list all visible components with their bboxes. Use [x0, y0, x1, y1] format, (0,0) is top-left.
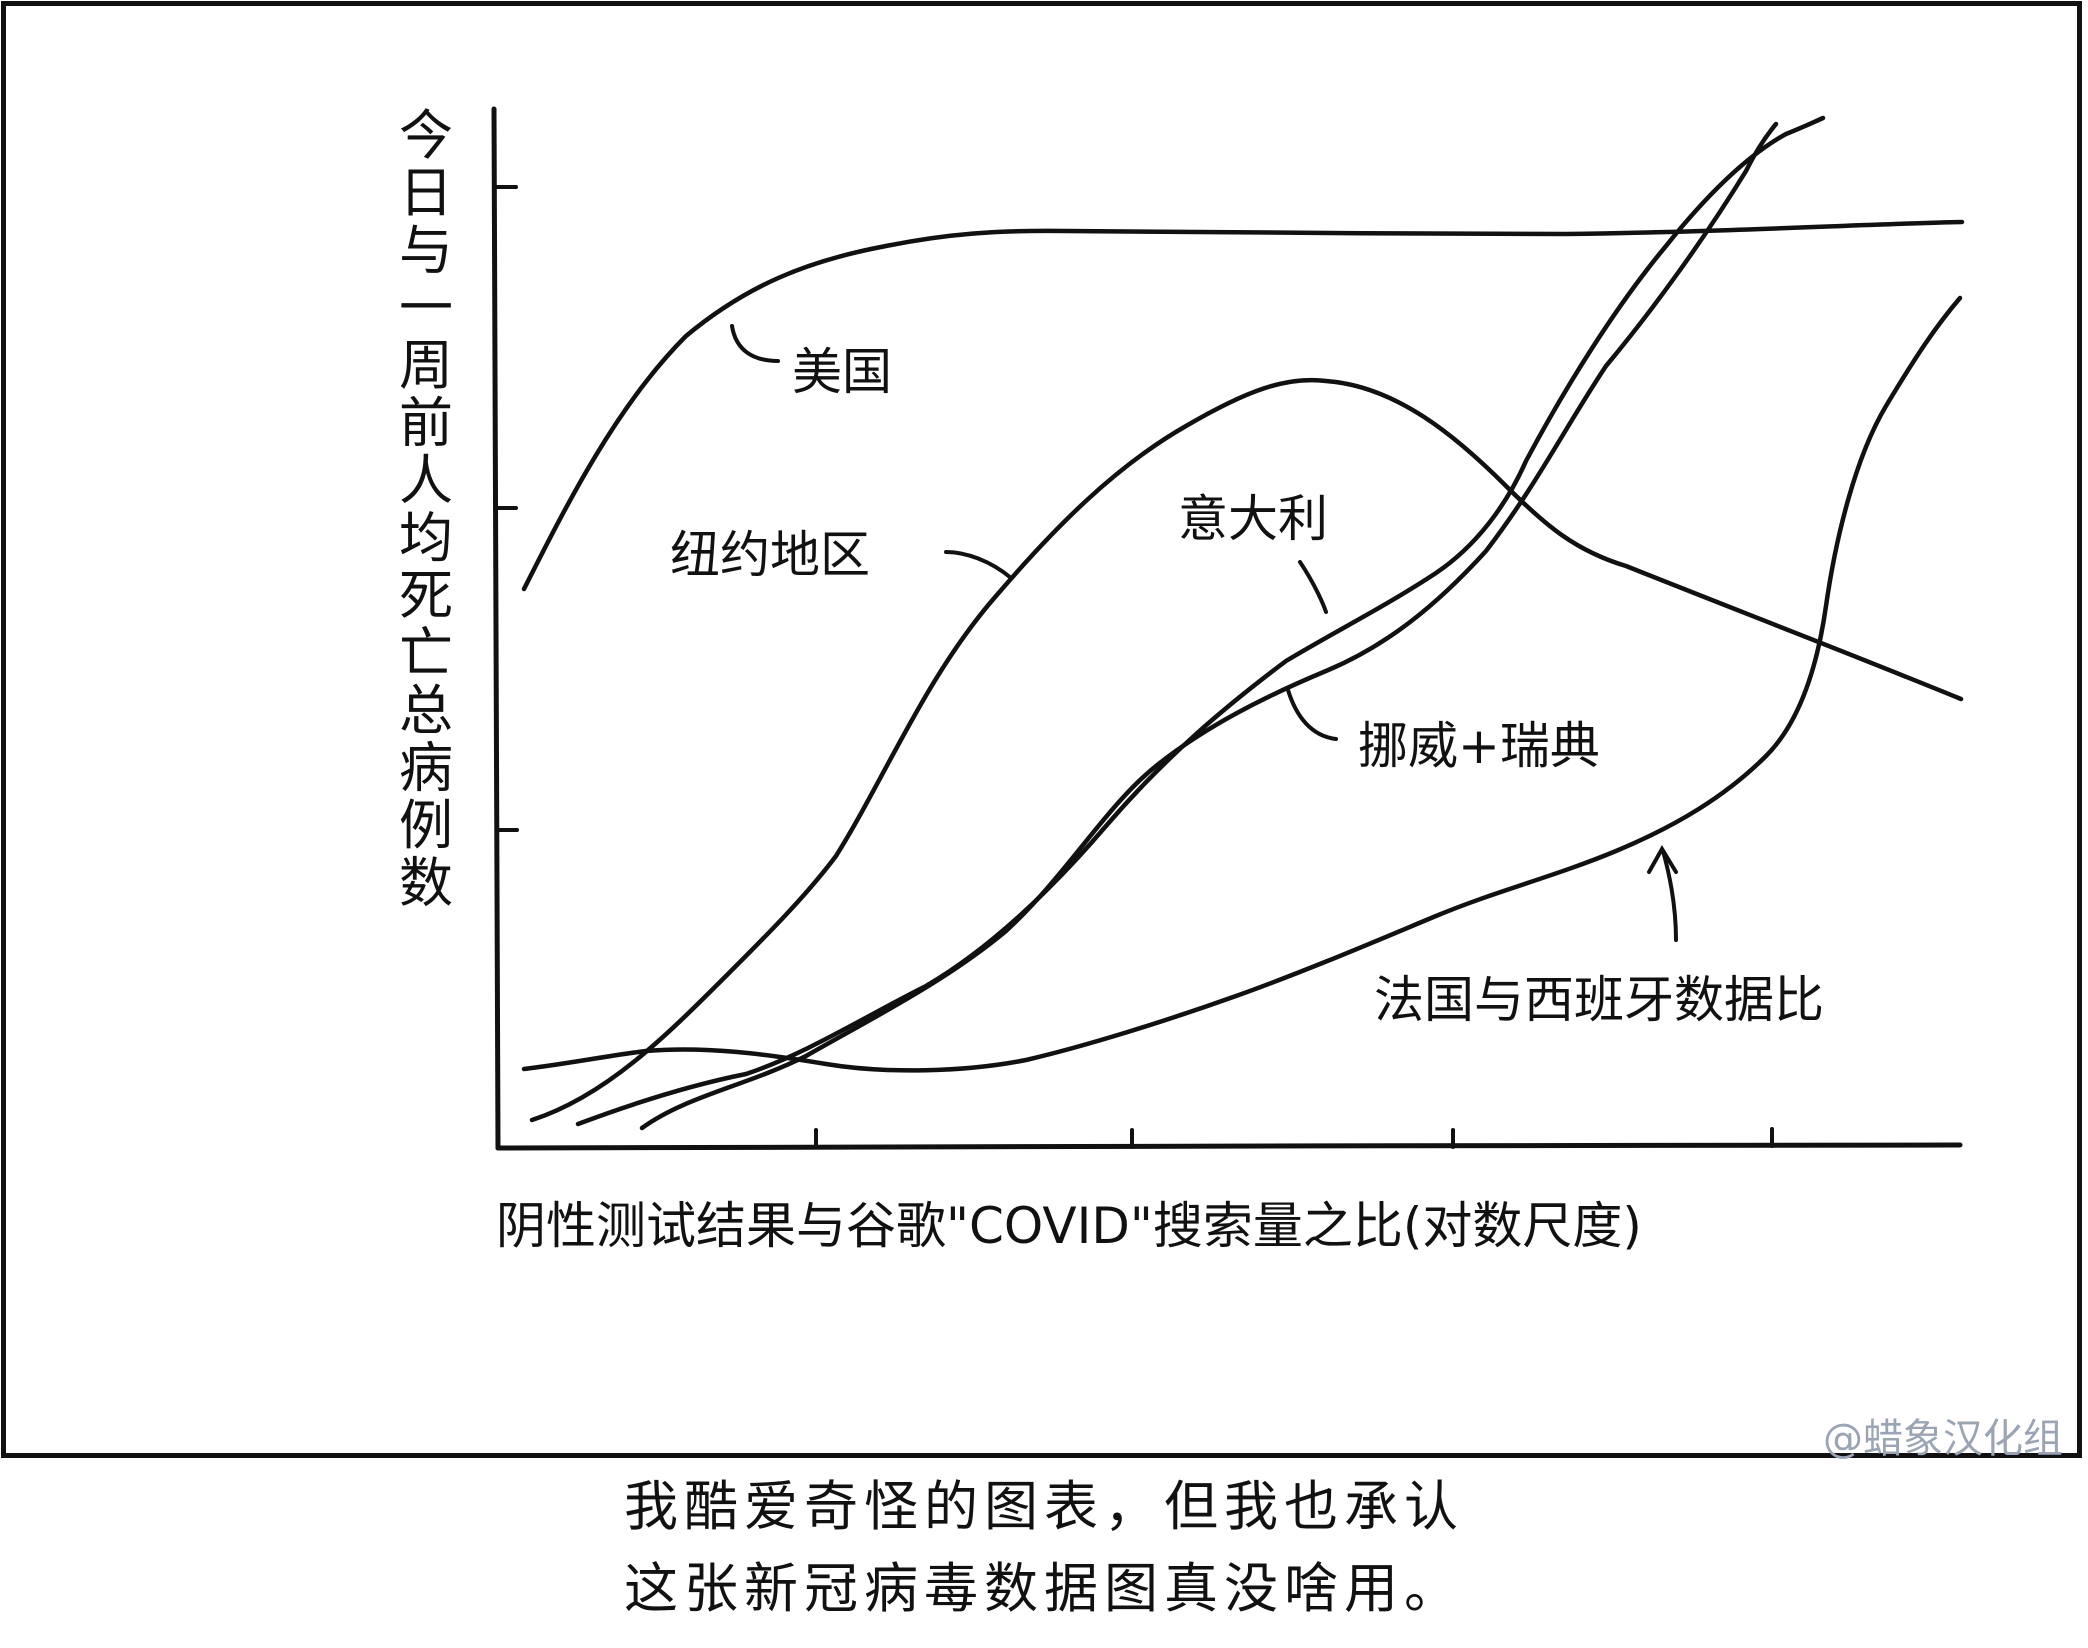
series-line-france-spain [521, 295, 1963, 1073]
caption-line-1: 我酷爱奇怪的图表，但我也承认 [624, 1475, 1464, 1538]
y-axis-label-char: 亡 [399, 622, 453, 685]
series-line-usa [521, 219, 1965, 592]
leader-norway-sweden [1286, 688, 1338, 741]
comic-caption: 我酷爱奇怪的图表，但我也承认 这张新冠病毒数据图真没啥用。 [0, 1466, 2088, 1630]
x-axis [495, 1142, 1963, 1151]
y-axis-label-char: 总 [399, 679, 453, 742]
caption-line-2: 这张新冠病毒数据图真没啥用。 [624, 1557, 1464, 1620]
leader-nyc [944, 550, 1013, 580]
series-line-nyc [529, 377, 1964, 1123]
series-label-italy: 意大利 [1178, 490, 1328, 548]
y-axis-label-char: 人 [399, 449, 453, 512]
y-axis-label-char: 死 [399, 564, 453, 627]
y-axis-label: 今日与一周前人均死亡总病例数 [399, 104, 453, 915]
y-axis-label-char: 周 [399, 334, 453, 397]
x-axis-label: 阴性测试结果与谷歌"COVID"搜索量之比(对数尺度) [496, 1197, 1642, 1255]
y-axis-label-char: 今 [399, 104, 453, 167]
comic-panel: 今日与一周前人均死亡总病例数 阴性测试结果与谷歌"COVID"搜索量之比(对数尺… [1, 1, 2082, 1462]
series-line-norway-sweden [575, 115, 1826, 1127]
y-axis-label-char: 数 [399, 852, 453, 915]
series-line-italy [639, 121, 1779, 1131]
leader-france-spain [1661, 849, 1678, 942]
series-label-usa: 美国 [792, 343, 892, 401]
series-label-nyc: 纽约地区 [670, 526, 870, 584]
arrowhead-france-spain [1647, 845, 1678, 874]
series-label-norway-sweden: 挪威+瑞典 [1358, 717, 1600, 775]
y-axis-label-char: 与 [399, 219, 453, 282]
y-axis-label-char: 均 [399, 507, 453, 570]
y-axis-label-char: 日 [399, 162, 453, 225]
y-axis-label-char: 病 [399, 737, 453, 800]
covid-chart: 今日与一周前人均死亡总病例数 阴性测试结果与谷歌"COVID"搜索量之比(对数尺… [399, 104, 1965, 1255]
y-axis-label-char: 例 [399, 794, 453, 857]
y-axis-label-char: 前 [399, 392, 453, 455]
y-axis-label-char: 一 [399, 277, 453, 340]
leader-usa [730, 324, 780, 363]
watermark: @蜡象汉化组 [1823, 1416, 2063, 1462]
y-axis [491, 106, 501, 1151]
leader-italy [1298, 560, 1328, 614]
series-label-france-spain: 法国与西班牙数据比 [1374, 971, 1824, 1029]
